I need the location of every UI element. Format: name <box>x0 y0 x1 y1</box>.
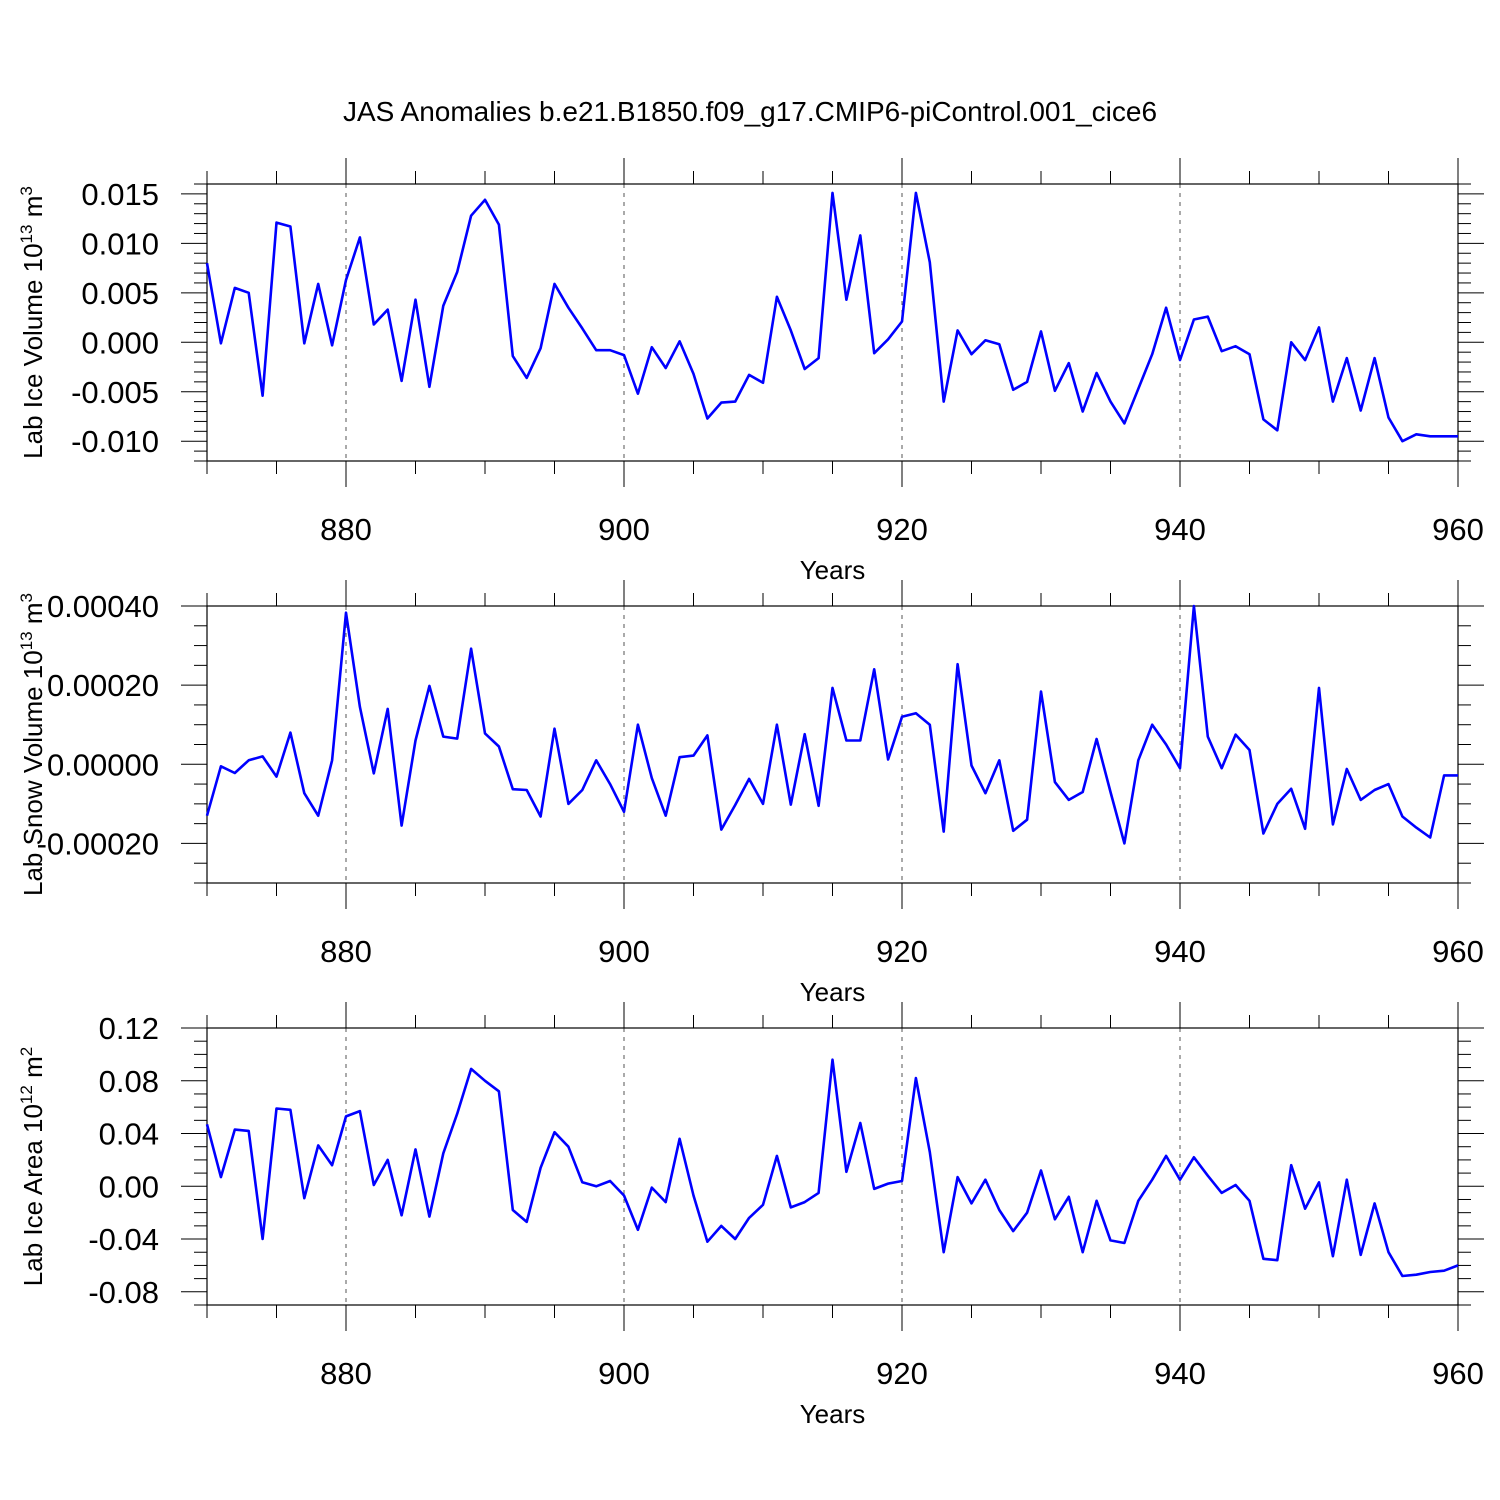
x-tick-label: 960 <box>1432 512 1484 547</box>
plot-frame <box>206 605 1459 884</box>
x-axis-title: Years <box>800 1399 866 1429</box>
y-tick-label: 0.04 <box>99 1117 159 1152</box>
y-axis-title-exponent: 12 <box>17 1085 36 1104</box>
x-tick-label: 920 <box>876 512 928 547</box>
y-tick-label: 0.08 <box>99 1064 159 1099</box>
series-line-1 <box>205 604 1458 845</box>
y-axis-title: Lab Ice Volume 1013 m3 <box>17 186 48 459</box>
x-tick-label: 960 <box>1432 934 1484 969</box>
y-tick-label: 0.005 <box>81 276 159 311</box>
y-tick-label: -0.04 <box>88 1222 159 1257</box>
x-axis-title: Years <box>800 555 866 585</box>
y-axis-title-main: Lab Ice Volume 10 <box>18 243 48 458</box>
y-axis-title-exponent: 13 <box>17 631 36 650</box>
y-tick-label: 0.00020 <box>47 668 159 703</box>
panel-3: 880 900 920 940 960 Years -0.08 -0.04 0.00 0.04 0.… <box>17 1002 1484 1429</box>
x-tick-label: 940 <box>1154 934 1206 969</box>
x-tick-label: 880 <box>320 934 372 969</box>
y-tick-label: 0.000 <box>81 325 159 360</box>
y-axis-title-unit-exponent: 3 <box>17 186 36 195</box>
y-tick-label: -0.005 <box>71 375 159 410</box>
x-tick-label: 880 <box>320 1356 372 1391</box>
y-tick-label: 0.015 <box>81 177 159 212</box>
y-axis-title: Lab Ice Area 1012 m2 <box>17 1047 48 1286</box>
y-tick-label: -0.010 <box>71 424 159 459</box>
y-axis-title-unit: m <box>18 602 48 631</box>
x-tick-label: 900 <box>598 934 650 969</box>
y-tick-label: 0.010 <box>81 226 159 261</box>
x-tick-label: 960 <box>1432 1356 1484 1391</box>
panels: 880 900 920 940 960 Years -0.010 -0.005 0.000 0.0… <box>17 158 1484 1429</box>
y-axis-title-unit-exponent: 2 <box>17 1047 36 1056</box>
x-tick-label: 920 <box>876 934 928 969</box>
y-tick-label: 0.00 <box>99 1169 159 1204</box>
y-axis-title-exponent: 13 <box>17 225 36 244</box>
y-axis-title-unit: m <box>18 1056 48 1085</box>
x-tick-label: 900 <box>598 512 650 547</box>
panel-1: 880 900 920 940 960 Years -0.010 -0.005 0.000 0.0… <box>17 158 1484 585</box>
y-axis-title: Lab Snow Volume 1013 m3 <box>17 593 48 896</box>
figure-title: JAS Anomalies b.e21.B1850.f09_g17.CMIP6-… <box>343 96 1157 127</box>
x-tick-label: 900 <box>598 1356 650 1391</box>
y-tick-label: 0.00040 <box>47 589 159 624</box>
y-axis-title-unit: m <box>18 196 48 225</box>
y-tick-label: -0.00020 <box>37 826 159 861</box>
y-axis-title-main: Lab Ice Area 10 <box>18 1104 48 1286</box>
y-tick-label: 0.00000 <box>47 747 159 782</box>
x-tick-label: 880 <box>320 512 372 547</box>
x-tick-label: 920 <box>876 1356 928 1391</box>
y-axis-title-main: Lab Snow Volume 10 <box>18 650 48 896</box>
x-tick-label: 940 <box>1154 512 1206 547</box>
panel-2: 880 900 920 940 960 Years -0.00020 0.00000 0.000… <box>17 580 1484 1007</box>
y-axis-title-unit-exponent: 3 <box>17 593 36 602</box>
series-line-1 <box>205 191 1458 443</box>
x-axis-title: Years <box>800 977 866 1007</box>
y-tick-label: 0.12 <box>99 1011 159 1046</box>
series-line-1 <box>205 1058 1459 1278</box>
x-tick-label: 940 <box>1154 1356 1206 1391</box>
y-tick-label: -0.08 <box>88 1275 159 1310</box>
plot-frame <box>206 183 1459 462</box>
